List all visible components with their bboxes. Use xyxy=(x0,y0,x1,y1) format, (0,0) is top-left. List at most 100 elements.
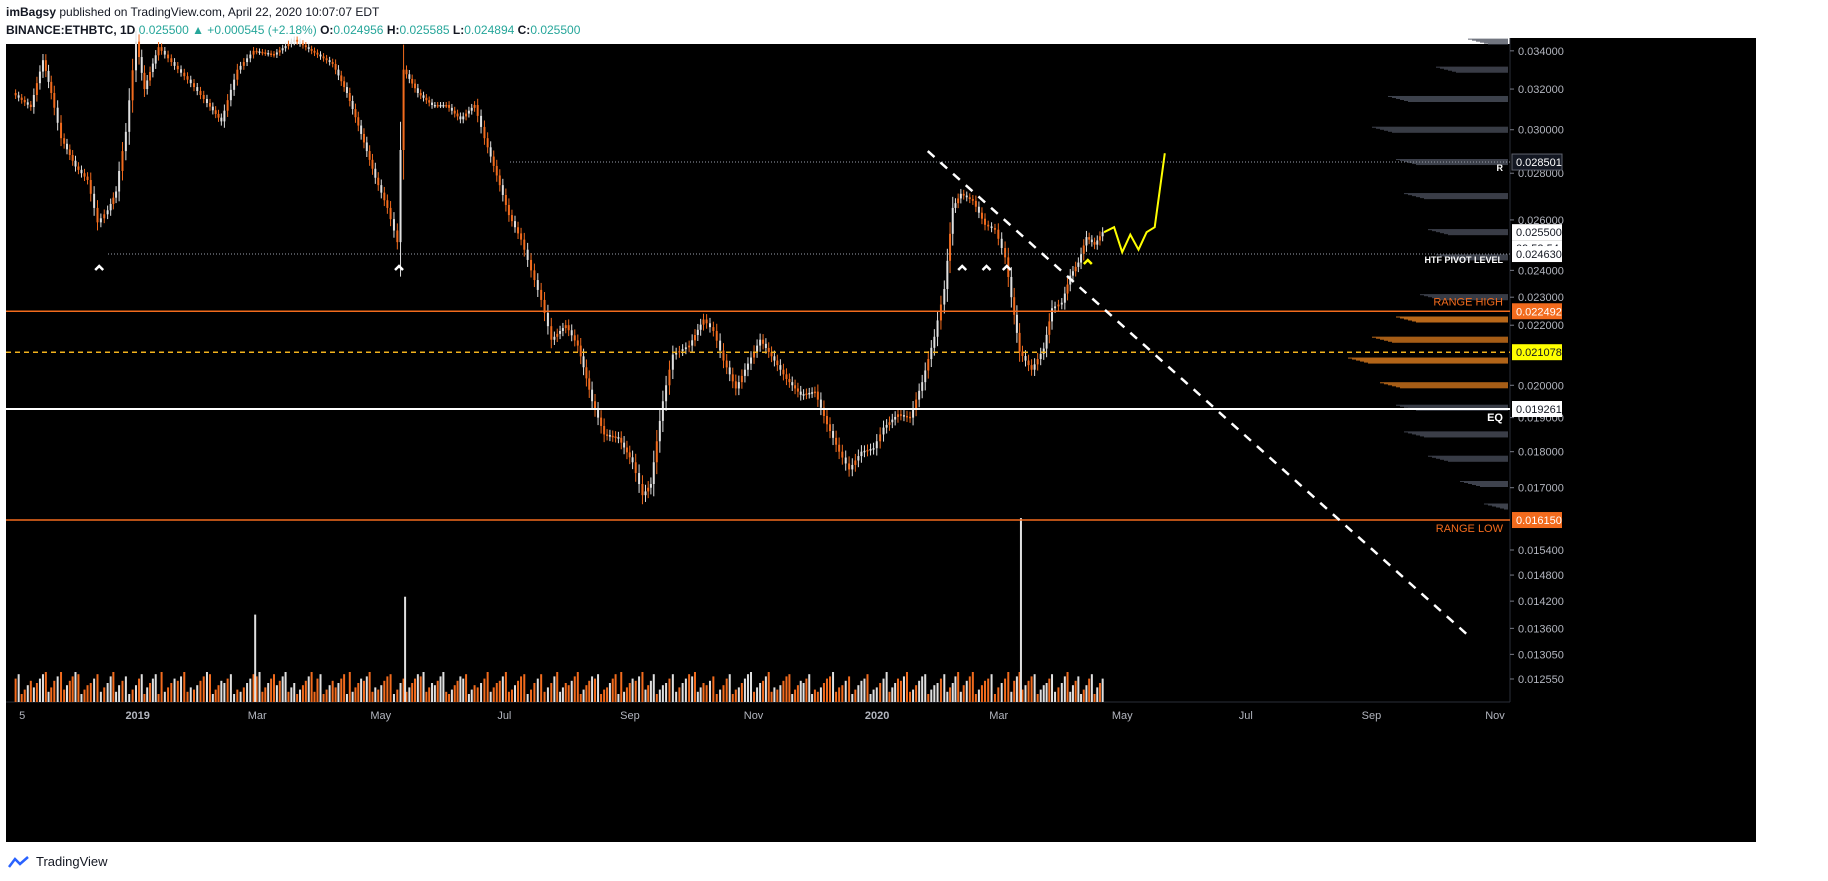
candle-body xyxy=(270,53,273,55)
candle-body xyxy=(140,57,143,73)
volume-bar xyxy=(383,680,386,702)
volume-profile-bar xyxy=(1400,387,1508,389)
candle-body xyxy=(192,83,195,88)
volume-bar xyxy=(631,678,634,702)
volume-bar xyxy=(517,680,520,702)
price-tag-box xyxy=(1512,512,1562,529)
candle-body xyxy=(411,78,414,84)
volume-bar xyxy=(14,678,17,702)
candle-body xyxy=(328,60,331,63)
volume-bar xyxy=(205,672,208,702)
volume-profile-bar xyxy=(1492,505,1508,507)
volume-spike xyxy=(404,596,407,702)
candle-body xyxy=(526,249,529,260)
candle-body xyxy=(56,107,59,123)
volume-profile-bar xyxy=(1444,459,1508,461)
candle-body xyxy=(383,192,386,201)
candle-body xyxy=(470,107,473,111)
candle-body xyxy=(987,224,990,227)
candle-body xyxy=(26,102,29,105)
volume-bar xyxy=(453,685,456,702)
volume-profile-bar xyxy=(1440,458,1508,460)
volume-profile-bar xyxy=(1408,432,1508,434)
volume-bar xyxy=(189,687,192,702)
volume-bar xyxy=(977,689,980,702)
volume-bar xyxy=(1015,676,1018,702)
candle-body xyxy=(725,360,728,368)
volume-bar xyxy=(971,672,974,702)
volume-bar xyxy=(546,687,549,702)
volume-bar xyxy=(936,683,939,702)
candle-body xyxy=(246,58,249,63)
candle-body xyxy=(173,62,176,66)
candle-body xyxy=(857,456,860,461)
candle-body xyxy=(668,369,671,386)
candle-body xyxy=(608,435,611,437)
candle-body xyxy=(997,229,1000,239)
candle-body xyxy=(737,382,740,389)
volume-bar xyxy=(573,676,576,702)
candle-body xyxy=(556,333,559,337)
volume-bar xyxy=(281,676,284,702)
volume-bar xyxy=(38,678,41,702)
volume-bar xyxy=(946,691,949,702)
candle-body xyxy=(41,60,44,72)
candle-body xyxy=(796,388,799,392)
volume-bar xyxy=(377,689,380,702)
footer-brand[interactable]: TradingView xyxy=(36,854,108,869)
candle-body xyxy=(1033,364,1036,370)
candle-body xyxy=(684,347,687,350)
volume-bar xyxy=(536,678,539,702)
volume-bar xyxy=(270,678,273,702)
volume-bar xyxy=(708,680,711,702)
chart-pane[interactable] xyxy=(6,44,1756,842)
candle-body xyxy=(233,79,236,90)
candle-body xyxy=(896,414,899,417)
candle-body xyxy=(325,58,328,61)
volume-bar xyxy=(734,689,737,702)
candle-body xyxy=(374,168,377,178)
volume-bar xyxy=(86,685,89,702)
volume-profile-bar xyxy=(1404,431,1508,433)
volume-bar xyxy=(510,689,513,702)
price-tag-label: 0.025500 xyxy=(1516,227,1562,239)
volume-profile-bar xyxy=(1488,504,1508,506)
volume-bar xyxy=(591,676,594,702)
volume-bar xyxy=(183,672,186,702)
candle-body xyxy=(473,105,476,108)
volume-bar xyxy=(933,685,936,702)
y-tick-label: 0.034000 xyxy=(1518,46,1564,58)
candle-body xyxy=(675,352,678,355)
volume-bar xyxy=(433,685,436,702)
volume-bar xyxy=(106,683,109,702)
author-name[interactable]: imBagsy xyxy=(6,5,57,19)
volume-bar xyxy=(779,685,782,702)
volume-bar xyxy=(805,678,808,702)
candle-body xyxy=(829,424,832,432)
volume-bar xyxy=(32,687,35,702)
candle-body xyxy=(360,125,363,134)
volume-bar xyxy=(1039,689,1042,702)
candle-body xyxy=(872,448,875,450)
candle-body xyxy=(296,39,299,42)
pivot-marker xyxy=(981,264,992,271)
volume-profile-bar xyxy=(1388,130,1508,132)
volume-bar xyxy=(233,694,236,702)
candle-body xyxy=(68,149,71,156)
volume-bar xyxy=(1060,683,1063,702)
x-tick-label: 5 xyxy=(19,710,25,722)
volume-bar xyxy=(163,691,166,702)
volume-bar xyxy=(530,689,533,702)
candle-body xyxy=(368,151,371,160)
symbol-name[interactable]: BINANCE:ETHBTC, 1D xyxy=(6,23,136,37)
volume-bar xyxy=(495,683,498,702)
volume-bar xyxy=(912,689,915,702)
pivot-marker xyxy=(94,264,105,271)
volume-profile-bar xyxy=(1384,339,1508,341)
volume-bar xyxy=(226,678,229,702)
volume-bar xyxy=(641,672,644,702)
volume-bar xyxy=(93,678,96,702)
volume-bar xyxy=(103,687,106,702)
volume-profile-bar xyxy=(1384,383,1508,385)
